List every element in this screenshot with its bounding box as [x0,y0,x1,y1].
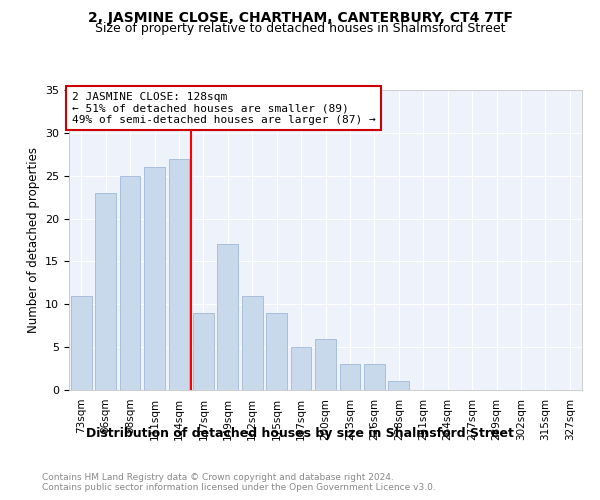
Bar [144,167,165,390]
Bar [340,364,361,390]
Bar [193,313,214,390]
Bar [315,338,336,390]
Text: Contains HM Land Registry data © Crown copyright and database right 2024.
Contai: Contains HM Land Registry data © Crown c… [42,472,436,492]
Bar [290,347,311,390]
Y-axis label: Number of detached properties: Number of detached properties [26,147,40,333]
Bar [242,296,263,390]
Text: 2 JASMINE CLOSE: 128sqm
← 51% of detached houses are smaller (89)
49% of semi-de: 2 JASMINE CLOSE: 128sqm ← 51% of detache… [71,92,376,124]
Bar [95,193,116,390]
Text: Size of property relative to detached houses in Shalmsford Street: Size of property relative to detached ho… [95,22,505,35]
Text: 2, JASMINE CLOSE, CHARTHAM, CANTERBURY, CT4 7TF: 2, JASMINE CLOSE, CHARTHAM, CANTERBURY, … [88,11,512,25]
Text: Distribution of detached houses by size in Shalmsford Street: Distribution of detached houses by size … [86,428,514,440]
Bar [266,313,287,390]
Bar [217,244,238,390]
Bar [71,296,92,390]
Bar [388,382,409,390]
Bar [364,364,385,390]
Bar [119,176,140,390]
Bar [169,158,190,390]
